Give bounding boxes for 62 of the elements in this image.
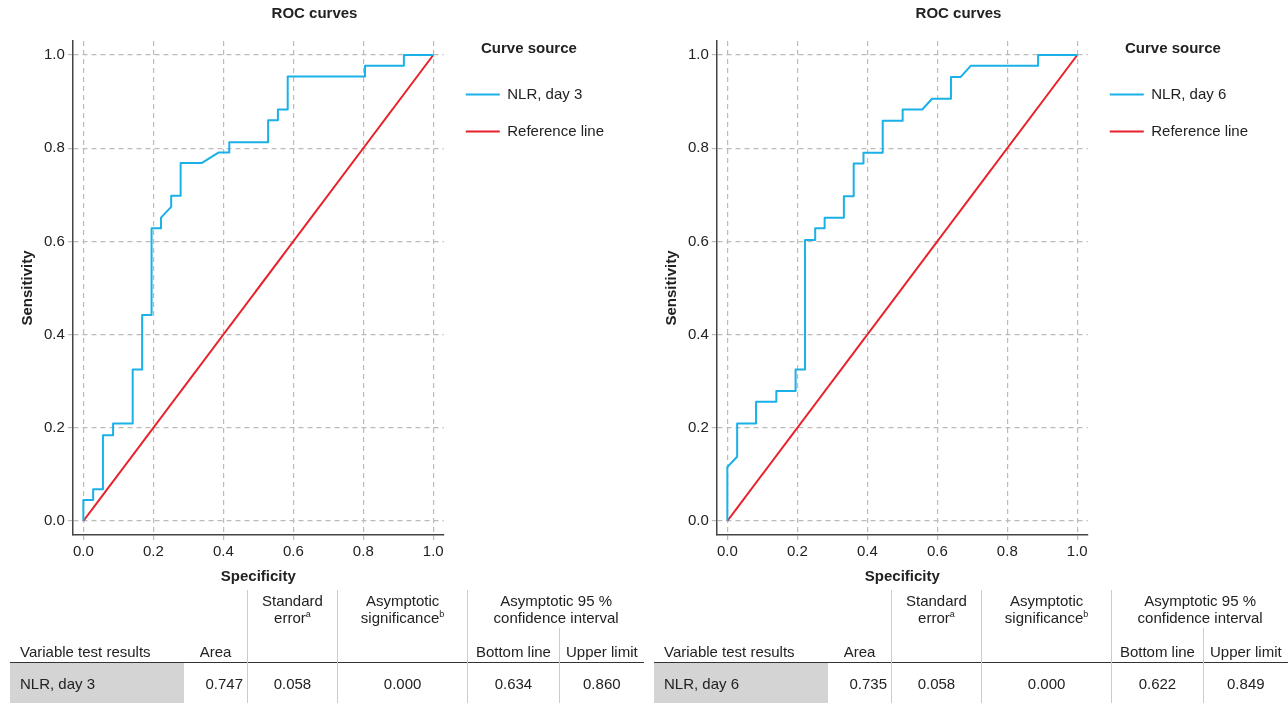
- y-axis-title: Sensitivity: [662, 249, 680, 326]
- text: Asymptotic 95 % confidence interval: [1111, 590, 1288, 628]
- y-tick-label: 0.8: [687, 138, 709, 156]
- text: 0.849: [1203, 662, 1288, 703]
- text: Area: [842, 642, 877, 662]
- y-axis-title: Sensitivity: [18, 249, 36, 326]
- y-tick-label: 1.0: [43, 45, 65, 63]
- y-tick-label: 1.0: [687, 45, 709, 63]
- x-tick-label: 0.0: [716, 542, 738, 560]
- text: Upper limit: [1203, 628, 1288, 663]
- text: Standard error$^{a}$: [891, 590, 982, 663]
- text: 0.058: [247, 662, 338, 703]
- legend-label: Reference line: [1151, 121, 1249, 139]
- x-tick-label: 0.2: [786, 542, 808, 560]
- text: 0.634: [467, 662, 560, 703]
- legend-label: NLR, day 6: [1151, 84, 1227, 102]
- legend-label: NLR, day 3: [507, 84, 583, 102]
- y-tick-label: 0.0: [43, 511, 65, 529]
- x-axis-title: Specificity: [220, 567, 297, 585]
- text: Variable test results: [663, 642, 796, 662]
- x-tick-label: 0.8: [996, 542, 1018, 560]
- x-tick-label: 1.0: [1066, 542, 1088, 560]
- text: NLR, day 6: [654, 662, 828, 703]
- y-tick-label: 0.4: [687, 324, 709, 342]
- x-tick-label: 0.6: [926, 542, 948, 560]
- x-tick-label: 0.0: [72, 542, 94, 560]
- y-tick-label: 0.2: [687, 417, 709, 435]
- text: 0.747: [184, 662, 248, 703]
- y-tick-label: 0.2: [43, 417, 65, 435]
- text: Upper limit: [559, 628, 644, 663]
- legend-label: Reference line: [507, 121, 605, 139]
- text: Asymptotic significance$^{b}$: [337, 590, 468, 663]
- x-tick-label: 1.0: [422, 542, 444, 560]
- x-tick-label: 0.8: [352, 542, 374, 560]
- x-tick-label: 0.4: [212, 542, 234, 560]
- y-tick-label: 0.0: [687, 511, 709, 529]
- x-tick-label: 0.2: [142, 542, 164, 560]
- text: Area: [198, 642, 233, 662]
- x-axis-title: Specificity: [864, 567, 941, 585]
- text: Asymptotic significance$^{b}$: [981, 590, 1112, 663]
- text: 0.622: [1111, 662, 1204, 703]
- text: Asymptotic 95 % confidence interval: [467, 590, 644, 628]
- text: 0.735: [828, 662, 892, 703]
- x-tick-label: 0.6: [282, 542, 304, 560]
- text: 0.000: [337, 662, 468, 703]
- text: 0.058: [891, 662, 982, 703]
- text: Variable test results: [19, 642, 152, 662]
- y-tick-label: 0.6: [43, 231, 65, 249]
- text: NLR, day 3: [10, 662, 184, 703]
- text: 0.000: [981, 662, 1112, 703]
- y-tick-label: 0.4: [43, 324, 65, 342]
- chart-title: ROC curves: [271, 4, 358, 22]
- text: Bottom line: [1111, 628, 1204, 663]
- text: Bottom line: [467, 628, 560, 663]
- legend-title: Curve source: [1124, 38, 1221, 56]
- x-tick-label: 0.4: [856, 542, 878, 560]
- text: 0.860: [559, 662, 644, 703]
- text: Standard error$^{a}$: [247, 590, 338, 663]
- legend-title: Curve source: [480, 38, 577, 56]
- y-tick-label: 0.8: [43, 138, 65, 156]
- chart-title: ROC curves: [915, 4, 1002, 22]
- y-tick-label: 0.6: [687, 231, 709, 249]
